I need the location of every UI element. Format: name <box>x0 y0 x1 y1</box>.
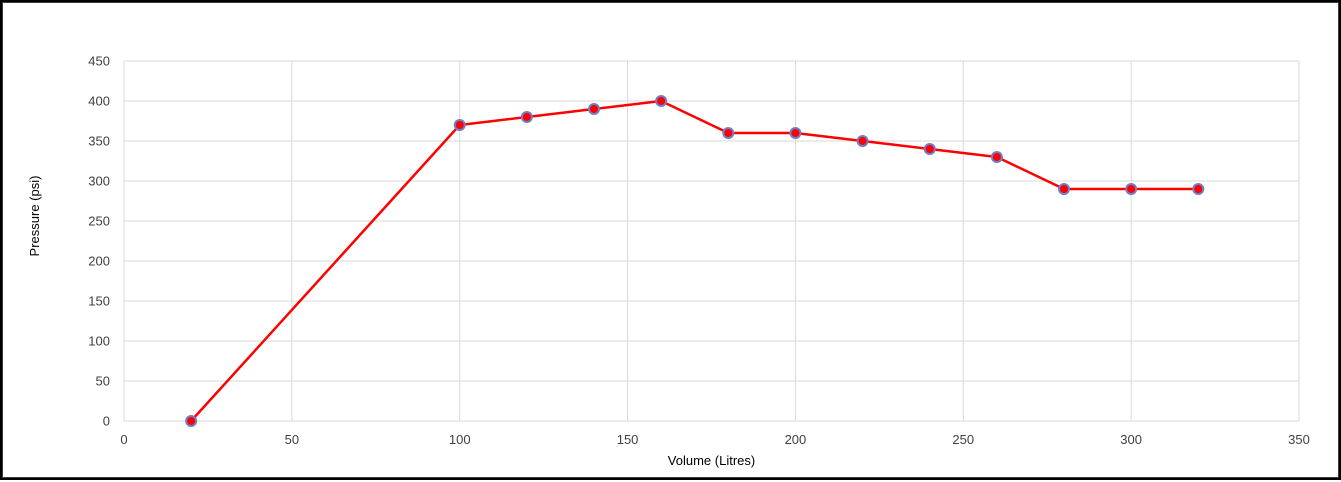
data-point <box>588 103 600 115</box>
data-point <box>655 95 668 107</box>
data-point <box>789 127 802 139</box>
x-axis-title: Volume (Litres) <box>668 453 755 468</box>
data-point <box>520 111 533 123</box>
y-axis-title: Pressure (psi) <box>27 176 42 257</box>
y-tick-label: 450 <box>88 54 110 69</box>
y-tick-label: 200 <box>88 254 110 269</box>
y-tick-label: 0 <box>103 414 110 429</box>
series-layer <box>185 95 1205 427</box>
y-tick-label: 150 <box>88 294 110 309</box>
data-point <box>990 151 1003 163</box>
gridlines <box>124 60 1300 421</box>
data-point <box>1058 183 1070 195</box>
x-tick-label: 100 <box>449 432 471 447</box>
y-tick-label: 250 <box>88 214 110 229</box>
x-tick-label: 200 <box>785 432 807 447</box>
axis-labels: Volume (Litres) Pressure (psi) <box>27 176 755 468</box>
data-point <box>185 415 198 427</box>
data-point <box>1125 183 1138 195</box>
data-point <box>1192 183 1205 195</box>
data-point <box>856 135 869 147</box>
y-tick-label: 300 <box>88 174 110 189</box>
y-tick-label: 350 <box>88 134 110 149</box>
x-tick-label: 50 <box>285 432 299 447</box>
data-point <box>923 143 936 155</box>
axes: 0 50 100 150 200 250 300 350 400 450 0 50 100 150 200 2… <box>88 54 1310 448</box>
data-point <box>453 119 466 131</box>
x-tick-label: 150 <box>617 432 639 447</box>
x-tick-label: 300 <box>1120 432 1142 447</box>
x-tick-label: 350 <box>1288 432 1310 447</box>
data-point <box>722 127 735 139</box>
y-tick-label: 100 <box>88 334 110 349</box>
y-tick-label: 400 <box>88 94 110 109</box>
x-tick-label: 250 <box>952 432 974 447</box>
y-tick-label: 50 <box>96 374 110 389</box>
x-tick-label: 0 <box>120 432 127 447</box>
